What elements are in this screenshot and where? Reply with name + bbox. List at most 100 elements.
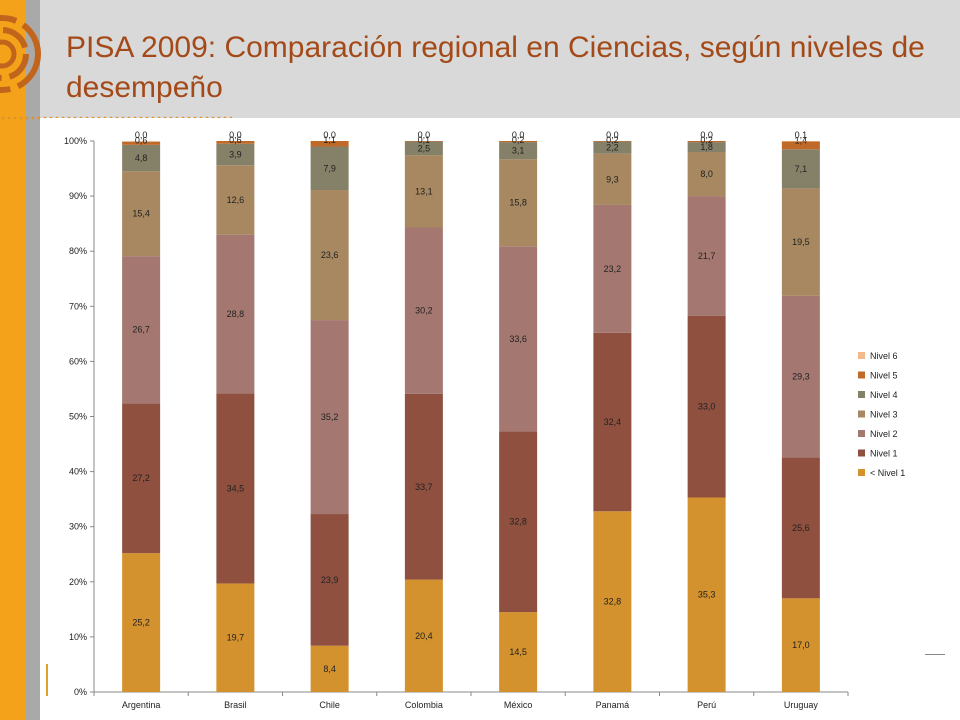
data-label: 34,5 — [227, 483, 245, 493]
legend-swatch — [858, 469, 865, 476]
bar-segment — [687, 142, 726, 153]
bar-segment — [310, 514, 349, 646]
data-label: 32,4 — [604, 417, 622, 427]
legend-label: Nivel 1 — [870, 449, 898, 459]
data-label: 0,2 — [606, 135, 619, 145]
y-tick-label: 100% — [64, 136, 87, 146]
bar-segment — [781, 188, 820, 296]
y-tick-label: 0% — [74, 687, 87, 697]
legend-swatch — [858, 449, 865, 457]
bar-segment — [499, 159, 538, 247]
data-label: 19,5 — [792, 237, 810, 247]
bar-segment — [122, 553, 161, 692]
data-label: 0,2 — [512, 135, 525, 145]
legend-swatch — [858, 410, 865, 418]
bar-segment — [593, 153, 632, 205]
x-tick-label: México — [504, 700, 533, 710]
bar-segment — [781, 141, 820, 142]
data-label: 23,2 — [604, 264, 622, 274]
bar-segment — [404, 141, 443, 156]
bar-segment — [687, 152, 726, 197]
data-label: 15,8 — [509, 198, 527, 208]
bar-segment — [310, 320, 349, 515]
bar-segment — [404, 579, 443, 692]
data-label: 12,6 — [227, 195, 245, 205]
y-tick-label: 50% — [69, 412, 87, 422]
data-label: 8,0 — [700, 169, 713, 179]
data-label: 7,1 — [795, 164, 808, 174]
legend-swatch — [858, 391, 865, 398]
bar-segment — [216, 393, 255, 584]
data-label: 1,4 — [795, 136, 808, 146]
data-label: 33,7 — [415, 482, 433, 492]
bar-segment — [122, 256, 161, 404]
data-label: 0,1 — [418, 135, 431, 145]
decorative-dash — [925, 654, 945, 655]
data-label: 30,2 — [415, 306, 433, 316]
bar-segment — [404, 141, 443, 142]
y-tick-label: 90% — [69, 191, 87, 201]
header-band — [40, 0, 960, 118]
bar-segment — [781, 457, 820, 599]
bar-segment — [216, 141, 255, 144]
bar-segment — [122, 403, 161, 554]
bar-segment — [781, 598, 820, 692]
x-tick-label: Chile — [319, 700, 340, 710]
legend-label: < Nivel 1 — [870, 468, 905, 478]
bar-segment — [781, 295, 820, 458]
legend-label: Nivel 5 — [870, 371, 898, 381]
data-label: 0,6 — [229, 135, 242, 145]
data-label: 0,2 — [700, 135, 713, 145]
bar-segment — [593, 141, 632, 142]
bar-segment — [499, 246, 538, 432]
data-label: 9,3 — [606, 174, 619, 184]
y-tick-label: 70% — [69, 301, 87, 311]
bar-segment — [122, 141, 161, 145]
bar-segment — [216, 143, 255, 166]
bar-segment — [781, 141, 820, 150]
data-label: 0,1 — [795, 130, 808, 140]
bar-segment — [687, 315, 726, 498]
stacked-bar-chart: 0% 10% 20% 30% 40% 50% 60% 70% 80% 90% 100% 25,2 27,… — [64, 130, 905, 710]
bar-segment — [310, 141, 349, 147]
data-label: 13,1 — [415, 186, 433, 196]
spiral-logo-icon — [0, 15, 41, 93]
data-label: 15,4 — [132, 209, 150, 219]
data-label: 1,8 — [700, 142, 713, 152]
data-label: 35,2 — [321, 412, 339, 422]
data-label: 17,0 — [792, 640, 810, 650]
chart-area: 0% 10% 20% 30% 40% 50% 60% 70% 80% 90% 100% 25,2 27,… — [40, 118, 960, 720]
data-label: 29,3 — [792, 372, 810, 382]
data-label: 3,1 — [512, 146, 525, 156]
bar-segment — [593, 204, 632, 333]
data-label: 21,7 — [698, 251, 716, 261]
bar-segment — [310, 190, 349, 321]
bar-segment — [593, 332, 632, 512]
bar-segment — [404, 393, 443, 580]
x-tick-label: Uruguay — [784, 700, 819, 710]
data-label: 27,2 — [132, 473, 150, 483]
bar-segment — [499, 141, 538, 143]
data-label: 0,0 — [323, 130, 336, 140]
data-label: 2,2 — [606, 143, 619, 153]
x-tick-label: Colombia — [405, 700, 443, 710]
y-tick-label: 10% — [69, 632, 87, 642]
slide-title: PISA 2009: Comparación regional en Cienc… — [66, 31, 925, 104]
legend-label: Nivel 2 — [870, 429, 898, 439]
bar-segment — [404, 227, 443, 394]
data-label: 28,8 — [227, 309, 245, 319]
bar-segment — [781, 149, 820, 189]
data-label: 20,4 — [415, 631, 433, 641]
legend-swatch — [858, 352, 865, 359]
y-tick-label: 80% — [69, 246, 87, 256]
data-label: 0,0 — [512, 130, 525, 140]
data-label: 0,6 — [135, 136, 148, 146]
x-tick-label: Perú — [697, 700, 716, 710]
data-label: 35,3 — [698, 590, 716, 600]
legend-swatch — [858, 371, 865, 379]
data-label: 0,0 — [229, 130, 242, 140]
legend-swatch — [858, 430, 865, 437]
y-tick-label: 40% — [69, 467, 87, 477]
bar-segment — [687, 141, 726, 143]
left-gray-strip — [26, 0, 40, 720]
